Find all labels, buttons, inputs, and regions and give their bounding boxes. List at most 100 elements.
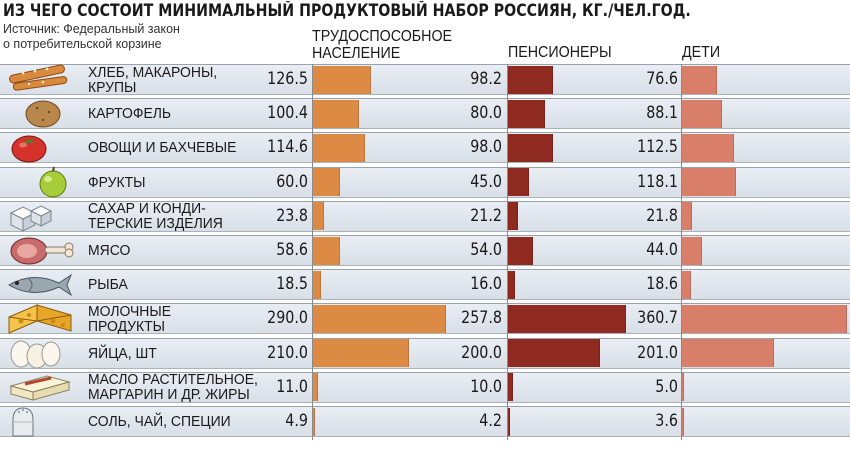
value-label-working: 126.5: [267, 69, 308, 89]
series-header-working: ТРУДОСПОСОБНОЕ НАСЕЛЕНИЕ: [312, 28, 453, 62]
bread-icon: [3, 62, 75, 96]
bar-pensioners: [508, 270, 516, 299]
table-row: [0, 406, 850, 437]
bar-working: [313, 202, 324, 231]
bar-children: [682, 304, 848, 333]
source-note: Источник: Федеральный закон о потребител…: [3, 22, 180, 51]
chart-title: ИЗ ЧЕГО СОСТОИТ МИНИМАЛЬНЫЙ ПРОДУКТОВЫЙ …: [3, 1, 691, 20]
value-label-children: 18.6: [646, 274, 678, 295]
value-label-pensioners: 98.2: [470, 69, 502, 89]
category-label: МЯСО: [88, 242, 131, 259]
value-label-children: 21.8: [646, 205, 678, 226]
bar-children: [682, 407, 684, 436]
value-label-children: 3.6: [655, 411, 678, 431]
value-label-children: 76.6: [646, 69, 678, 89]
bar-children: [682, 168, 737, 197]
value-label-pensioners: 21.2: [470, 205, 502, 226]
bar-children: [682, 339, 775, 368]
value-label-working: 58.6: [276, 240, 308, 260]
value-label-working: 11.0: [276, 376, 308, 397]
axis-line-working: [312, 64, 313, 441]
bar-working: [313, 236, 340, 265]
value-label-pensioners: 10.0: [470, 376, 502, 397]
bar-working: [313, 133, 366, 162]
bar-working: [313, 99, 359, 128]
potato-icon: [3, 96, 75, 130]
bar-children: [682, 99, 723, 128]
bar-working: [313, 339, 410, 368]
category-label: МАСЛО РАСТИТЕЛЬНОЕ, МАРГАРИН И ДР. ЖИРЫ: [88, 371, 258, 404]
bar-working: [313, 270, 322, 299]
category-label: СОЛЬ, ЧАЙ, СПЕЦИИ: [88, 413, 231, 430]
bar-working: [313, 65, 371, 94]
category-label: ФРУКТЫ: [88, 173, 146, 191]
category-label: РЫБА: [88, 276, 128, 294]
bar-working: [313, 373, 319, 402]
bar-children: [682, 202, 692, 231]
bar-pensioners: [508, 99, 545, 128]
bar-children: [682, 373, 685, 402]
value-label-working: 100.4: [267, 103, 308, 124]
value-label-children: 44.0: [646, 240, 678, 260]
value-label-children: 360.7: [637, 308, 678, 329]
category-label: САХАР И КОНДИ- ТЕРСКИЕ ИЗДЕЛИЯ: [88, 200, 223, 233]
value-label-working: 60.0: [276, 171, 308, 192]
table-row: [0, 371, 850, 403]
bar-working: [313, 304, 446, 333]
cheese-icon: [3, 301, 75, 335]
bar-pensioners: [508, 339, 600, 368]
series-header-pensioners: ПЕНСИОНЕРЫ: [508, 44, 612, 61]
axis-line-pensioners: [507, 64, 508, 441]
bar-pensioners: [508, 202, 518, 231]
category-label: МОЛОЧНЫЕ ПРОДУКТЫ: [88, 302, 172, 335]
value-label-children: 5.0: [655, 376, 678, 397]
bar-children: [682, 236, 703, 265]
value-label-working: 290.0: [267, 308, 308, 329]
bar-pensioners: [508, 373, 513, 402]
meat-icon: [3, 233, 75, 267]
apple-icon: [3, 165, 75, 199]
bar-working: [313, 407, 316, 436]
value-label-pensioners: 4.2: [479, 411, 502, 431]
fish-icon: [3, 267, 75, 301]
butter-icon: [3, 370, 75, 404]
bar-working: [313, 168, 341, 197]
salt-icon: [3, 404, 75, 438]
sugar-icon: [3, 199, 75, 233]
value-label-pensioners: 80.0: [470, 103, 502, 124]
value-label-working: 210.0: [267, 342, 308, 363]
value-label-pensioners: 200.0: [461, 342, 502, 363]
tomato-icon: [3, 130, 75, 164]
value-label-working: 114.6: [267, 137, 308, 158]
value-label-pensioners: 54.0: [470, 240, 502, 260]
value-label-children: 118.1: [637, 171, 678, 192]
table-row: [0, 235, 850, 266]
table-row: [0, 269, 850, 301]
value-label-pensioners: 257.8: [461, 308, 502, 329]
bar-pensioners: [508, 304, 627, 333]
bar-pensioners: [508, 407, 510, 436]
category-label: КАРТОФЕЛЬ: [88, 105, 172, 123]
value-label-children: 112.5: [637, 137, 678, 158]
value-label-working: 23.8: [276, 205, 308, 226]
value-label-children: 88.1: [646, 103, 678, 124]
bar-pensioners: [508, 168, 529, 197]
bar-pensioners: [508, 133, 553, 162]
series-header-children: ДЕТИ: [682, 44, 721, 61]
value-label-pensioners: 16.0: [470, 274, 502, 295]
value-label-pensioners: 98.0: [470, 137, 502, 158]
bar-children: [682, 65, 718, 94]
value-label-children: 201.0: [637, 342, 678, 363]
bar-pensioners: [508, 236, 533, 265]
eggs-icon: [3, 336, 75, 370]
bar-children: [682, 270, 691, 299]
bar-children: [682, 133, 734, 162]
category-label: ЯЙЦА, ШТ: [88, 344, 157, 362]
category-label: ОВОЩИ И БАХЧЕВЫЕ: [88, 139, 237, 157]
value-label-working: 18.5: [276, 274, 308, 295]
table-row: [0, 200, 850, 232]
value-label-working: 4.9: [285, 411, 308, 431]
bar-pensioners: [508, 65, 553, 94]
value-label-pensioners: 45.0: [470, 171, 502, 192]
axis-line-children: [681, 64, 682, 441]
